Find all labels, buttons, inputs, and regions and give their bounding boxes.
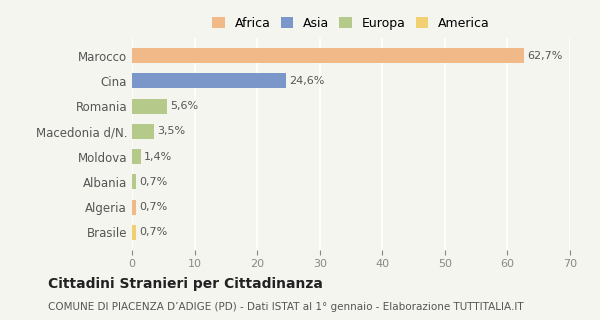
Text: 5,6%: 5,6% <box>170 101 198 111</box>
Text: COMUNE DI PIACENZA D’ADIGE (PD) - Dati ISTAT al 1° gennaio - Elaborazione TUTTIT: COMUNE DI PIACENZA D’ADIGE (PD) - Dati I… <box>48 302 524 312</box>
Bar <box>132 124 154 139</box>
Text: Cittadini Stranieri per Cittadinanza: Cittadini Stranieri per Cittadinanza <box>48 277 323 291</box>
Text: 62,7%: 62,7% <box>527 51 563 60</box>
Bar <box>132 174 136 189</box>
Bar <box>132 200 136 215</box>
Text: 24,6%: 24,6% <box>289 76 325 86</box>
Text: 3,5%: 3,5% <box>157 126 185 136</box>
Bar <box>132 48 524 63</box>
Text: 0,7%: 0,7% <box>140 228 168 237</box>
Text: 0,7%: 0,7% <box>140 177 168 187</box>
Bar <box>132 149 141 164</box>
Bar <box>132 73 286 88</box>
Bar <box>132 99 167 114</box>
Bar <box>132 225 136 240</box>
Text: 1,4%: 1,4% <box>144 152 172 162</box>
Text: 0,7%: 0,7% <box>140 202 168 212</box>
Legend: Africa, Asia, Europa, America: Africa, Asia, Europa, America <box>208 13 494 34</box>
